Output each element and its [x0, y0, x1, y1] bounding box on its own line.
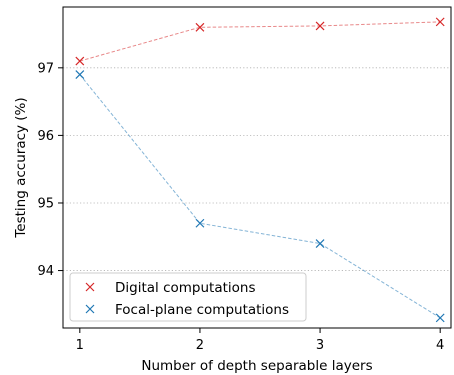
- x-tick-label-1: 2: [196, 338, 204, 353]
- series-line-1: [79, 74, 441, 319]
- y-tick-label-1: 95: [37, 196, 54, 211]
- x-tick-label-3: 4: [436, 338, 444, 353]
- y-axis-ticks: 94 95 96 97: [37, 61, 63, 279]
- data-point-s1-1: [195, 218, 205, 228]
- x-tick-label-0: 1: [76, 338, 84, 353]
- series-markers: [75, 17, 445, 323]
- data-point-s1-0: [75, 70, 85, 80]
- legend-marker-1: [85, 304, 95, 314]
- legend-marker-0: [85, 282, 95, 292]
- y-tick-label-0: 94: [37, 264, 54, 279]
- legend-label-1: Focal-plane computations: [115, 302, 289, 318]
- data-point-s0-0: [75, 56, 85, 66]
- data-point-s1-2: [315, 239, 325, 248]
- series-line-0: [79, 21, 441, 62]
- y-axis-label: Testing accuracy (%): [13, 97, 29, 238]
- x-tick-label-2: 3: [316, 338, 324, 353]
- data-point-s0-1: [195, 22, 205, 32]
- data-point-s0-2: [315, 21, 325, 31]
- x-axis-ticks: 1 2 3 4: [76, 328, 444, 353]
- data-point-s1-3: [435, 313, 445, 323]
- plot-area-frame: [62, 6, 452, 329]
- legend-box: [69, 272, 307, 322]
- x-axis-label: Number of depth separable layers: [141, 358, 372, 374]
- gridlines: [63, 67, 451, 271]
- y-tick-label-3: 97: [37, 61, 54, 76]
- legend-label-0: Digital computations: [115, 280, 256, 296]
- y-tick-label-2: 96: [37, 129, 54, 144]
- series-lines: [79, 21, 441, 319]
- data-point-s0-3: [435, 17, 445, 27]
- legend: Digital computations Focal-plane computat…: [69, 272, 307, 322]
